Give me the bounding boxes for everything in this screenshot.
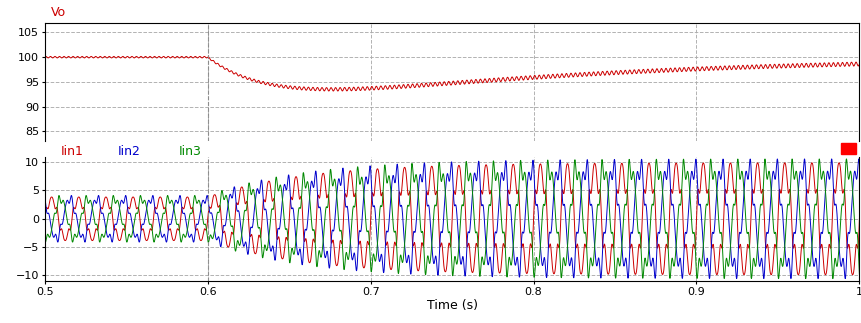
Text: Iin1: Iin1	[61, 145, 84, 158]
Text: Iin2: Iin2	[118, 145, 141, 158]
Text: Iin3: Iin3	[179, 145, 201, 158]
Text: Vo: Vo	[52, 6, 66, 19]
X-axis label: Time (s): Time (s)	[426, 299, 477, 312]
Bar	[840, 143, 855, 154]
